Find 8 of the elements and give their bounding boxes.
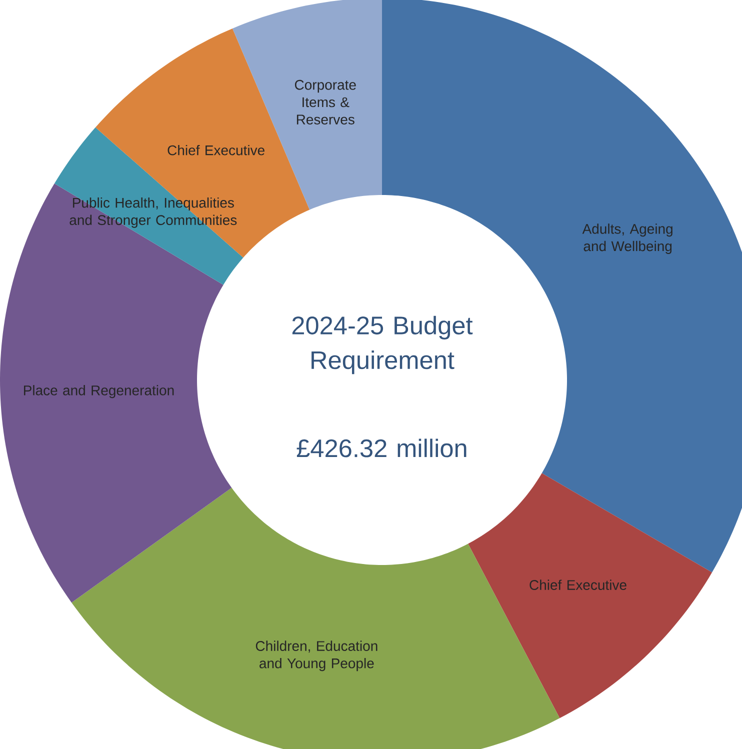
text: 2024-25 Budget Requirement xyxy=(292,316,473,374)
slice-label: Place and Regeneration xyxy=(24,385,174,398)
text: £426.32 million xyxy=(296,438,466,458)
slice-label: Chief Executive xyxy=(168,144,264,156)
slice-label: Chief Executive xyxy=(530,580,626,590)
slice-label: Adults, Ageing and Wellbeing xyxy=(582,224,672,254)
slice-label: Corporate Items & Reserves xyxy=(294,80,356,124)
slice-label: Children, Education and Young People xyxy=(256,640,378,672)
